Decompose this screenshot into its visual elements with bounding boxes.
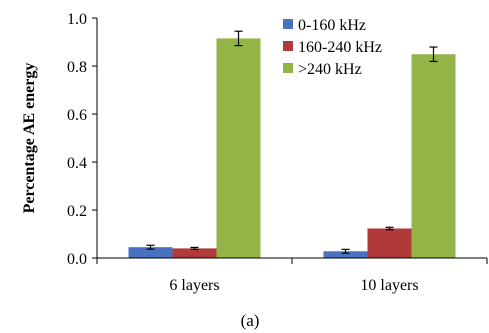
category-label: 6 layers <box>169 277 219 294</box>
bar <box>216 38 261 259</box>
bars <box>128 38 456 259</box>
error-bars <box>146 30 438 254</box>
y-tick-labels: 0.0 0.2 0.4 0.6 0.8 1.0 <box>67 11 87 268</box>
legend-label: >240 kHz <box>298 61 362 78</box>
legend: 0-160 kHz 160-240 kHz >240 kHz <box>283 17 382 78</box>
category-labels: 6 layers 10 layers <box>169 277 418 294</box>
y-tick-label: 0.4 <box>67 155 87 172</box>
y-tick-label: 0.6 <box>67 107 87 124</box>
category-label: 10 layers <box>360 277 418 294</box>
y-tick-label: 0.8 <box>67 59 87 76</box>
legend-swatch <box>283 19 293 29</box>
bar <box>411 54 456 258</box>
y-axis-label: Percentage AE energy <box>21 63 38 214</box>
bar <box>128 247 173 258</box>
axes <box>92 17 488 264</box>
bar <box>367 228 412 258</box>
figure-caption: (a) <box>241 311 260 330</box>
y-tick-label: 1.0 <box>67 11 87 28</box>
legend-label: 160-240 kHz <box>298 39 382 56</box>
y-tick-label: 0.2 <box>67 203 87 220</box>
legend-swatch <box>283 63 293 73</box>
bar <box>323 251 368 258</box>
y-tick-label: 0.0 <box>67 251 87 268</box>
legend-label: 0-160 kHz <box>298 17 366 34</box>
bar <box>172 248 217 258</box>
legend-swatch <box>283 41 293 51</box>
